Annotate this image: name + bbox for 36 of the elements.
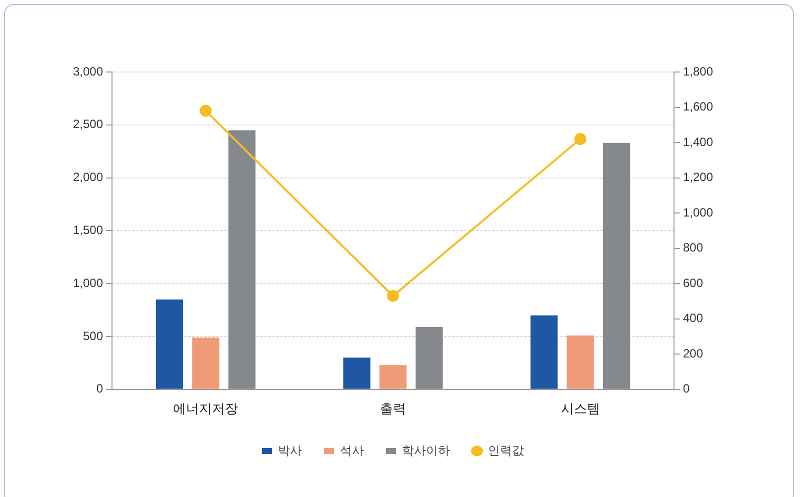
- y2-tick-label: 800: [682, 240, 704, 255]
- y2-tick-label: 1,800: [682, 64, 714, 78]
- bar: [156, 299, 184, 389]
- legend-label: 석사: [340, 443, 364, 458]
- y2-tick-label: 600: [682, 276, 704, 290]
- y2-tick-label: 1,400: [682, 134, 714, 149]
- x-tick-label: 에너지저장: [173, 400, 238, 416]
- legend-label: 학사이하: [402, 443, 450, 458]
- bar: [602, 142, 630, 389]
- bar: [343, 358, 370, 389]
- bar: [192, 338, 220, 389]
- bar: [379, 365, 407, 389]
- y-tick-label: 0: [96, 382, 104, 396]
- point: [200, 104, 212, 117]
- y2-tick-label: 0: [682, 382, 690, 396]
- legend-label: 인력값: [488, 443, 524, 458]
- y-tick-label: 3,000: [73, 64, 104, 78]
- y-tick-label: 2,500: [73, 117, 104, 132]
- y2-tick-label: 400: [682, 311, 704, 326]
- point: [387, 290, 399, 302]
- y2-tick-label: 1,000: [682, 205, 714, 220]
- y2-tick-label: 200: [682, 346, 704, 360]
- legend-label: 박사: [278, 443, 302, 458]
- x-tick-label: 출력: [380, 400, 406, 416]
- x-tick-label: 시스템: [560, 400, 600, 416]
- bar: [228, 130, 256, 389]
- y-tick-label: 1,000: [73, 276, 104, 290]
- bar: [416, 326, 443, 389]
- y2-tick-label: 1,600: [682, 100, 714, 114]
- y-tick-label: 500: [83, 328, 104, 343]
- bar: [530, 315, 558, 389]
- bar: [566, 335, 594, 389]
- y2-tick-label: 1,200: [682, 170, 714, 184]
- y-tick-label: 1,500: [73, 223, 104, 238]
- point: [574, 133, 586, 146]
- y-tick-label: 2,000: [73, 170, 104, 184]
